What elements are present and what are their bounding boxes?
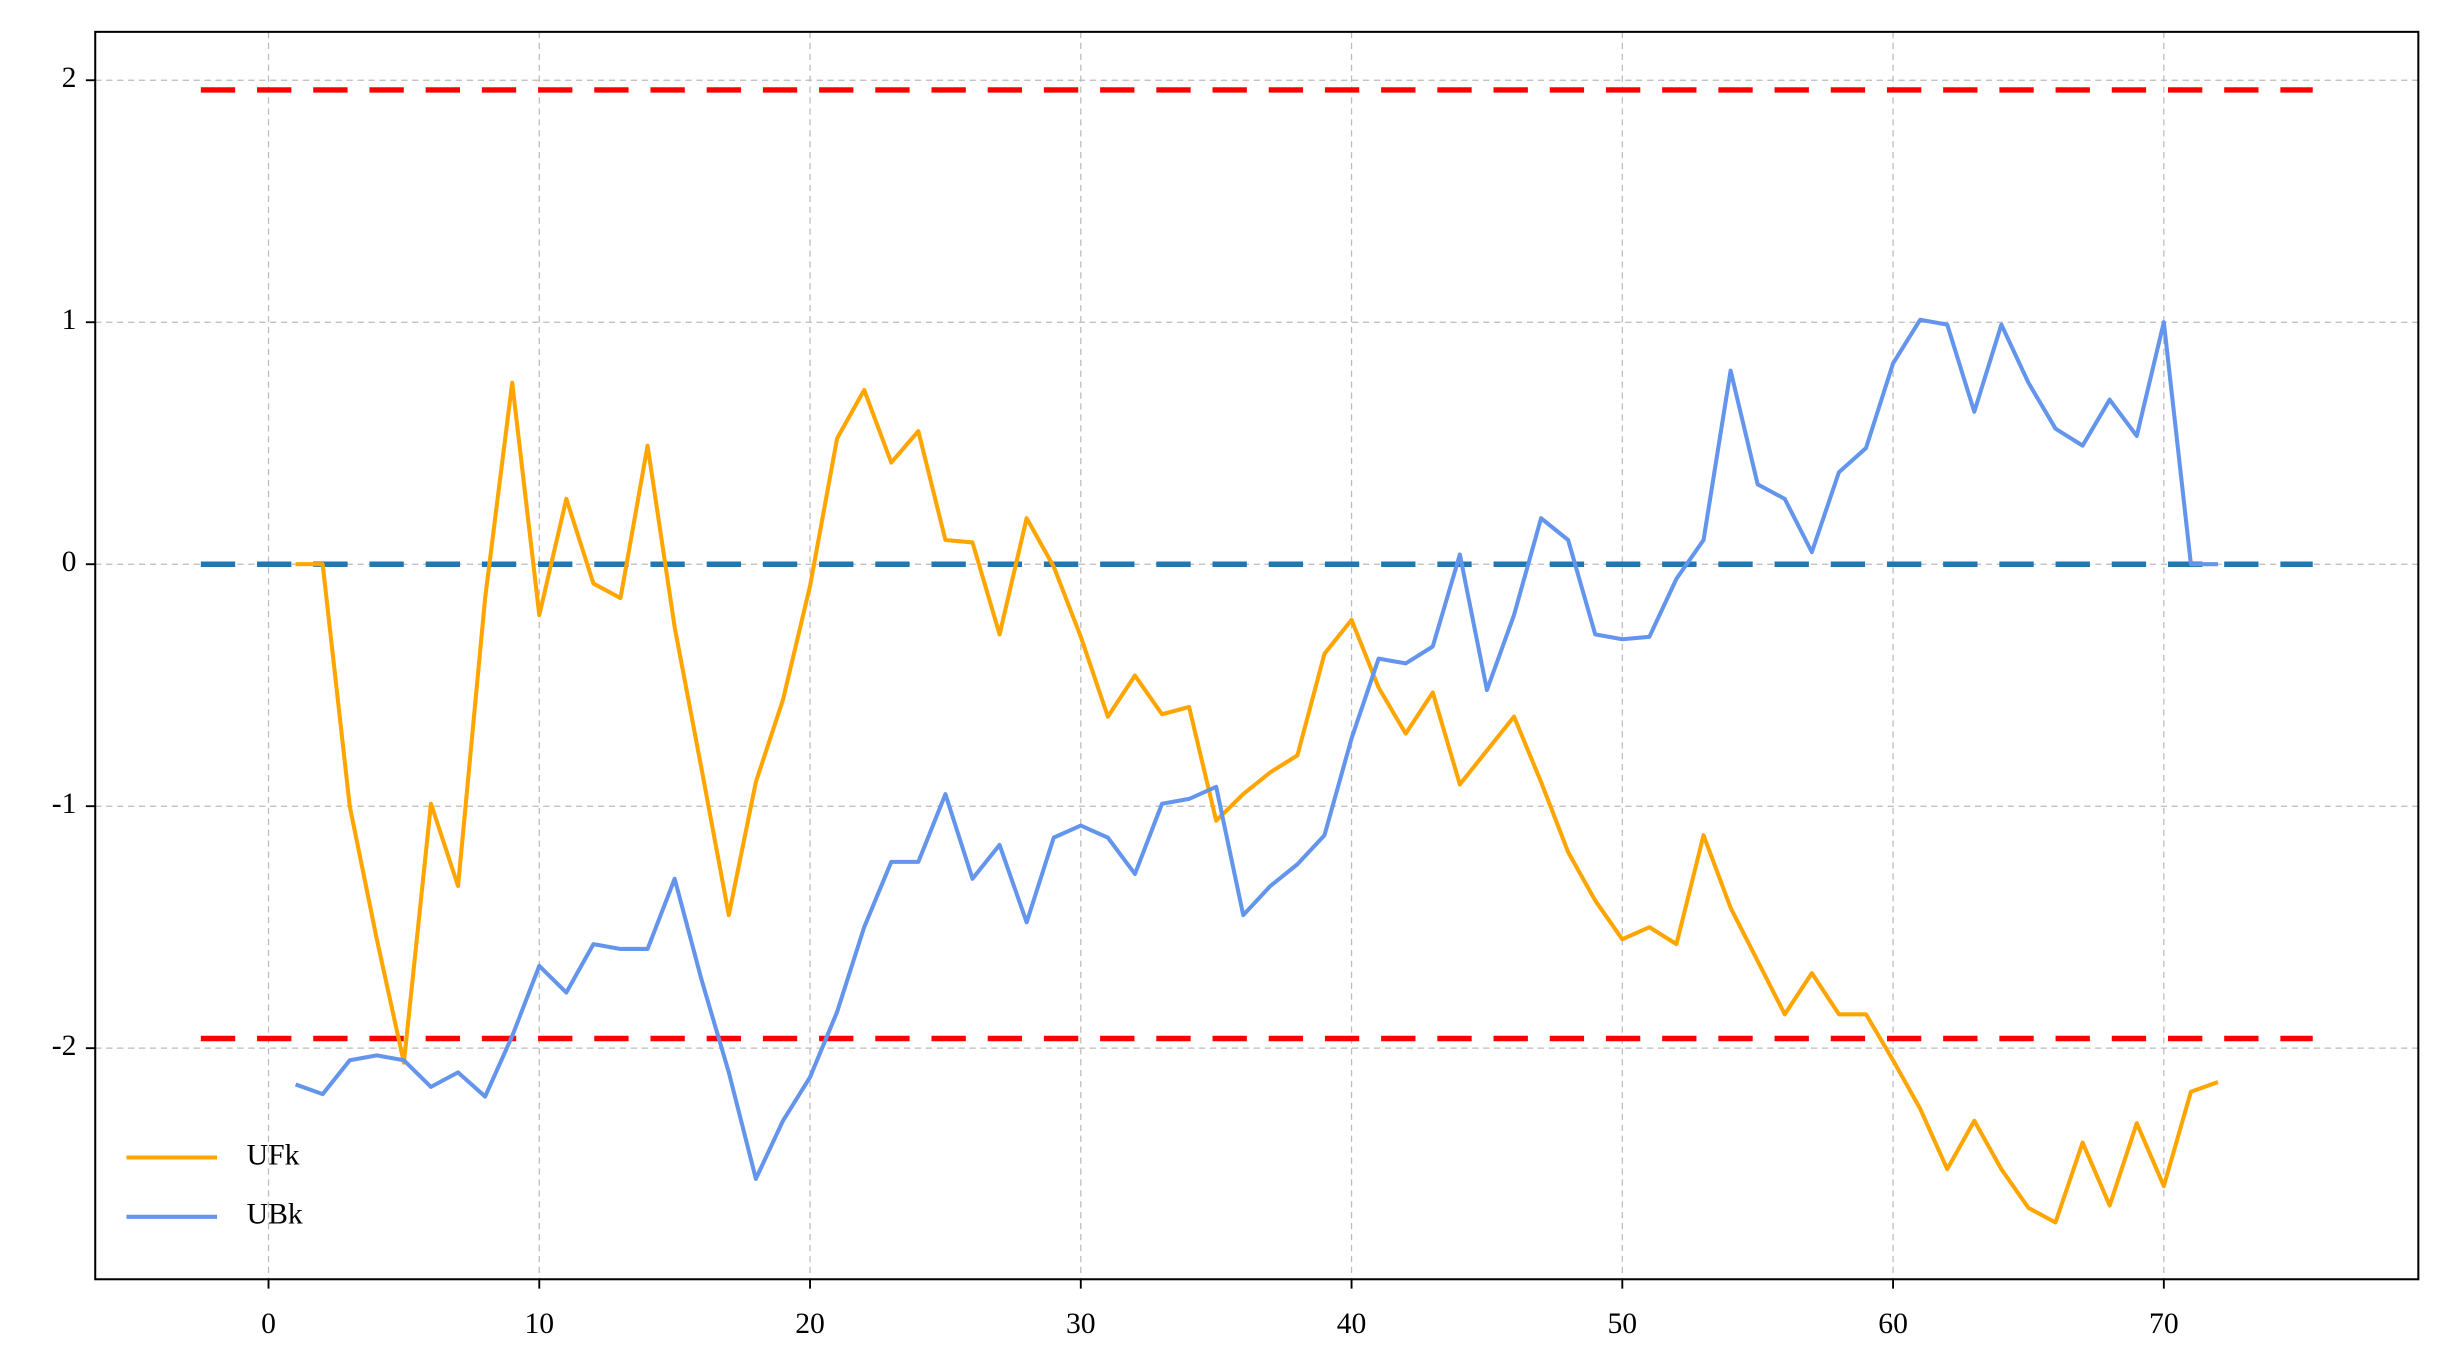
x-tick-label: 50 — [1607, 1308, 1637, 1340]
y-tick-label: 2 — [62, 62, 77, 94]
x-tick-label: 70 — [2149, 1308, 2179, 1340]
data-line — [294, 317, 2218, 1181]
x-tick-label: 40 — [1337, 1308, 1367, 1340]
x-tick-label: 10 — [524, 1308, 554, 1340]
y-tick-label: 1 — [62, 304, 77, 336]
plot-frame — [94, 30, 2420, 1281]
x-tick-label: 30 — [1066, 1308, 1096, 1340]
x-tick-label: 0 — [261, 1308, 276, 1340]
legend-label: UBk — [247, 1199, 303, 1231]
legend-label: UFk — [247, 1139, 300, 1171]
data-line — [295, 380, 2219, 1225]
y-tick-label: 0 — [62, 546, 77, 578]
x-tick-label: 20 — [795, 1308, 825, 1340]
x-tick-label: 60 — [1878, 1308, 1908, 1340]
y-tick-label: -1 — [52, 788, 77, 820]
y-tick-label: -2 — [52, 1030, 77, 1062]
background — [0, 3, 2448, 1369]
